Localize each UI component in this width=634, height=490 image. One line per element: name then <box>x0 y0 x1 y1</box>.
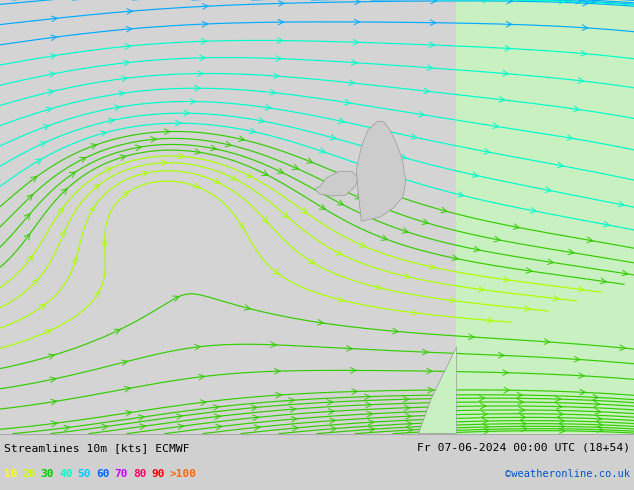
Text: 80: 80 <box>133 469 146 479</box>
Polygon shape <box>456 0 634 434</box>
Text: ©weatheronline.co.uk: ©weatheronline.co.uk <box>505 469 630 479</box>
Polygon shape <box>418 347 456 434</box>
Text: 60: 60 <box>96 469 110 479</box>
Text: 50: 50 <box>77 469 91 479</box>
Text: >100: >100 <box>170 469 197 479</box>
Polygon shape <box>0 0 456 434</box>
Text: 30: 30 <box>41 469 55 479</box>
Text: Streamlines 10m [kts] ECMWF: Streamlines 10m [kts] ECMWF <box>4 443 190 453</box>
Polygon shape <box>316 172 358 196</box>
Text: Fr 07-06-2024 00:00 UTC (18+54): Fr 07-06-2024 00:00 UTC (18+54) <box>417 443 630 453</box>
Text: 90: 90 <box>151 469 165 479</box>
Text: 10: 10 <box>4 469 18 479</box>
Text: 40: 40 <box>59 469 73 479</box>
Polygon shape <box>356 122 406 221</box>
Text: 70: 70 <box>114 469 128 479</box>
Text: 20: 20 <box>22 469 36 479</box>
